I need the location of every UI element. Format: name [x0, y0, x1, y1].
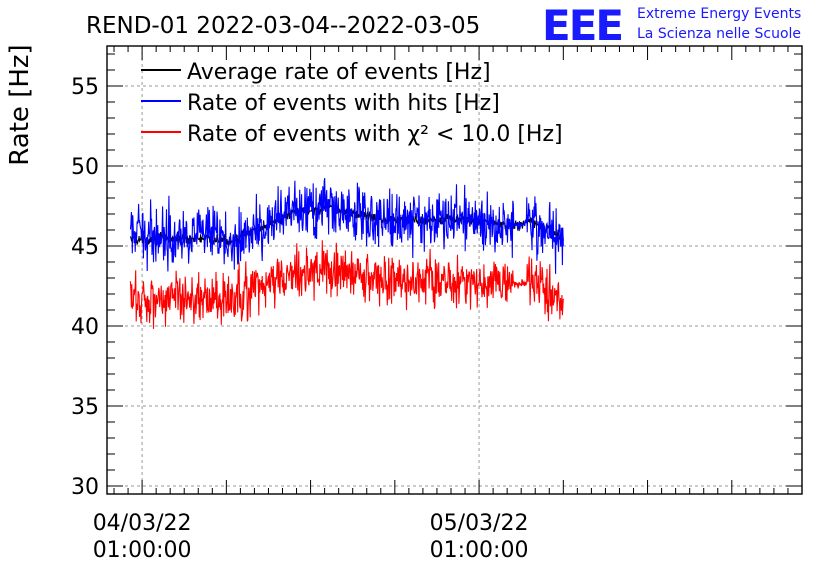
- plot-frame: [106, 45, 803, 495]
- x-tick-label-time: 01:00:00: [430, 538, 529, 563]
- chart-title: REND-01 2022-03-04--2022-03-05: [86, 13, 480, 39]
- legend-label-1: Average rate of events [Hz]: [187, 60, 491, 85]
- y-tick-label: 50: [71, 155, 99, 180]
- y-tick-label: 35: [71, 395, 99, 420]
- logo-line2: La Scienza nelle Scuole: [637, 26, 801, 42]
- y-tick-label: 40: [71, 315, 99, 340]
- y-tick-label: 30: [71, 475, 99, 500]
- axes: 30354045505504/03/2201:00:0005/03/2201:0…: [71, 46, 803, 563]
- legend-label-3: Rate of events with χ² < 10.0 [Hz]: [187, 122, 563, 147]
- y-tick-label: 45: [71, 235, 99, 260]
- grid-lines: [107, 46, 802, 494]
- x-tick-label-date: 04/03/22: [93, 511, 192, 536]
- logo-letters: EEE: [542, 1, 622, 50]
- y-tick-label: 55: [71, 75, 99, 100]
- x-tick-label-time: 01:00:00: [93, 538, 192, 563]
- series-line-3: [129, 240, 564, 329]
- series-layer: [129, 178, 564, 329]
- x-tick-label-date: 05/03/22: [430, 511, 529, 536]
- legend: Average rate of events [Hz] Rate of event…: [141, 60, 563, 147]
- logo-line1: Extreme Energy Events: [637, 6, 801, 22]
- series-line-2: [129, 178, 564, 274]
- legend-label-2: Rate of events with hits [Hz]: [187, 91, 500, 116]
- y-axis-label: Rate [Hz]: [5, 44, 35, 165]
- eee-logo: EEE Extreme Energy Events La Scienza nel…: [542, 1, 801, 50]
